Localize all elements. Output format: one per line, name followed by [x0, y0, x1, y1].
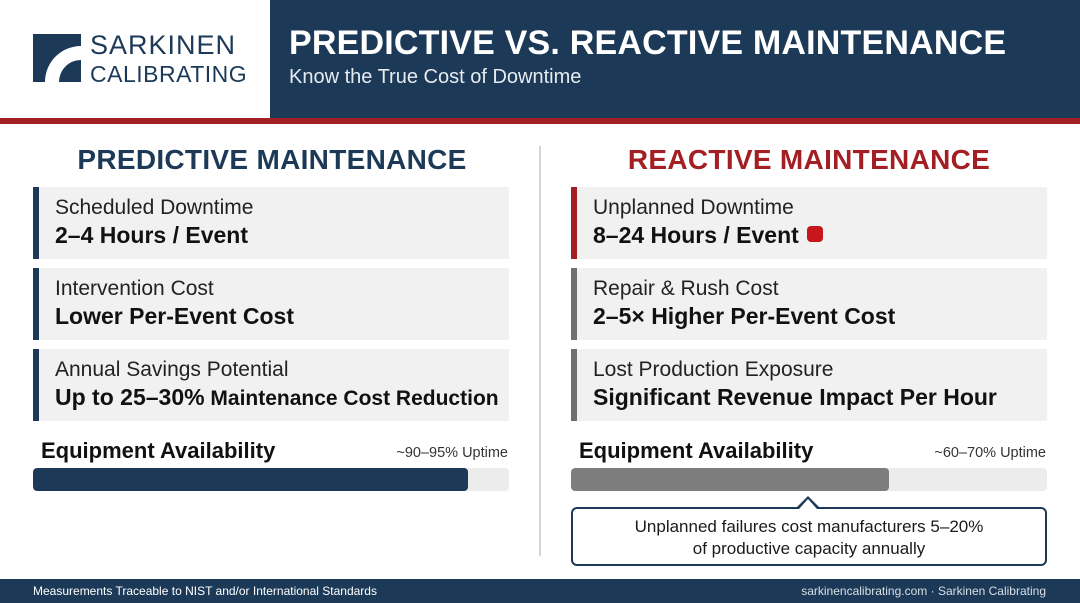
predictive-uptime: ~90–95% Uptime	[396, 445, 508, 461]
header-accent-stripe	[0, 118, 1080, 124]
footer-standards-note: Measurements Traceable to NIST and/or In…	[33, 584, 377, 598]
callout-line-2: of productive capacity annually	[692, 539, 926, 558]
predictive-availability-fill	[33, 468, 468, 491]
reactive-heading: REACTIVE MAINTENANCE	[627, 144, 991, 175]
reactive-uptime: ~60–70% Uptime	[934, 445, 1046, 461]
reactive-availability-bar	[571, 468, 1047, 491]
downtime-value: 8–24 Hours / Event	[593, 222, 799, 248]
predictive-availability-label: Equipment Availability	[41, 438, 276, 463]
footer-website: sarkinencalibrating.com · Sarkinen Calib…	[801, 584, 1046, 598]
callout-line-1: Unplanned failures cost manufacturers 5–…	[634, 517, 984, 536]
reactive-availability-fill	[571, 468, 889, 491]
logo-area: SARKINEN CALIBRATING	[0, 0, 270, 118]
predictive-card-downtime: Scheduled Downtime 2–4 Hours / Event	[33, 187, 509, 259]
reactive-card-cost: Repair & Rush Cost 2–5× Higher Per-Event…	[571, 268, 1047, 340]
logo-mark-icon	[33, 34, 81, 82]
brand-tagline: CALIBRATING	[90, 61, 248, 87]
savings-percent: Up to 25–30%	[55, 384, 205, 410]
page-subtitle: Know the True Cost of Downtime	[289, 66, 582, 88]
card-label: Scheduled Downtime	[55, 196, 254, 219]
predictive-card-savings: Annual Savings Potential Up to 25–30% Ma…	[33, 349, 509, 421]
column-divider	[539, 146, 541, 556]
card-label: Annual Savings Potential	[55, 358, 289, 381]
reactive-availability-label: Equipment Availability	[579, 438, 814, 463]
predictive-availability-bar	[33, 468, 509, 491]
predictive-heading: PREDICTIVE MAINTENANCE	[77, 144, 467, 175]
capacity-callout: Unplanned failures cost manufacturers 5–…	[571, 507, 1047, 566]
footer-bar: Measurements Traceable to NIST and/or In…	[0, 579, 1080, 603]
card-value: Significant Revenue Impact Per Hour	[593, 384, 997, 410]
card-label: Intervention Cost	[55, 277, 214, 300]
callout-pointer-inner	[799, 499, 817, 509]
alert-square-icon	[806, 226, 823, 242]
card-label: Lost Production Exposure	[593, 358, 834, 381]
page-title: PREDICTIVE VS. REACTIVE MAINTENANCE	[289, 24, 1007, 62]
card-value: 2–4 Hours / Event	[55, 222, 249, 248]
header-banner: SARKINEN CALIBRATING PREDICTIVE VS. REAC…	[0, 0, 1080, 118]
card-label: Repair & Rush Cost	[593, 277, 779, 300]
predictive-card-cost: Intervention Cost Lower Per-Event Cost	[33, 268, 509, 340]
card-value: Up to 25–30% Maintenance Cost Reduction	[55, 384, 499, 411]
savings-suffix: Maintenance Cost Reduction	[204, 387, 499, 410]
card-value: 8–24 Hours / Event	[593, 222, 823, 249]
reactive-card-exposure: Lost Production Exposure Significant Rev…	[571, 349, 1047, 421]
card-value: Lower Per-Event Cost	[55, 303, 294, 329]
card-value: 2–5× Higher Per-Event Cost	[593, 303, 896, 329]
card-label: Unplanned Downtime	[593, 196, 794, 219]
brand-name: SARKINEN	[90, 30, 237, 60]
callout-text: Unplanned failures cost manufacturers 5–…	[573, 516, 1045, 560]
reactive-card-downtime: Unplanned Downtime 8–24 Hours / Event	[571, 187, 1047, 259]
